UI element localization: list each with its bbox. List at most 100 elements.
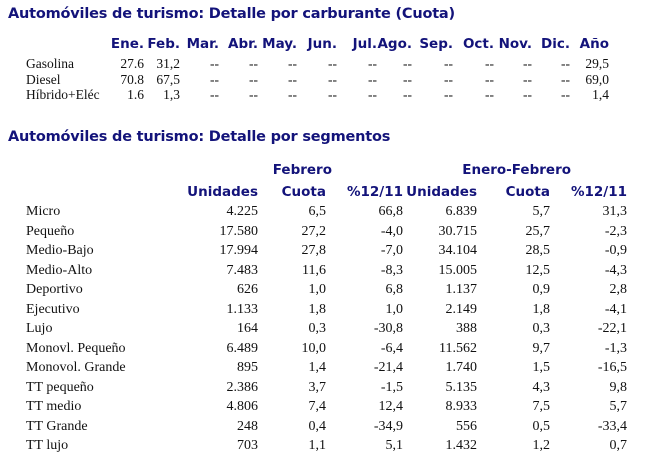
table-cell: 27,8 (301, 243, 327, 258)
table-cell: -0,9 (604, 243, 627, 258)
group-header-enero-febrero: Enero-Febrero (462, 162, 571, 178)
table-cell: 1,0 (385, 301, 404, 317)
table-cell: 9,7 (532, 340, 551, 356)
table-cell: 0,9 (532, 282, 551, 297)
table-cell: -- (485, 87, 494, 102)
table-cell: -- (485, 56, 494, 71)
table-cell: -- (523, 87, 532, 102)
table-cell: 6.839 (445, 204, 478, 219)
table-cell: 1,4 (592, 87, 609, 102)
table-cell: 1,8 (308, 301, 327, 317)
column-header-ano: Año (579, 36, 609, 52)
column-header-oct: Oct. (462, 36, 494, 52)
row-label: Gasolina (26, 56, 74, 71)
column-header-acum-unidades: Unidades (406, 184, 477, 200)
table-cell: 0,3 (308, 321, 327, 336)
segment-row-label: Micro (26, 204, 61, 219)
segment-row-label: Medio-Alto (26, 262, 93, 278)
table-cell: -- (403, 87, 412, 102)
table-cell: -- (444, 87, 453, 102)
table-cell: 27,2 (301, 223, 327, 239)
table-cell: 9,8 (609, 379, 628, 395)
column-header-acum-var: %12/11 (570, 184, 627, 200)
table-cell: 29,5 (585, 56, 609, 71)
table-cell: 4.225 (226, 204, 259, 219)
table-cell: -- (523, 71, 532, 87)
table-cell: 5,1 (385, 438, 404, 453)
table-cell: 2,8 (609, 282, 628, 297)
column-header-ago: Ago. (377, 36, 412, 52)
table-cell: -- (328, 87, 337, 102)
table-cell: 30.715 (438, 223, 478, 239)
column-header-feb-unidades: Unidades (187, 184, 258, 200)
table-cell: -- (523, 56, 532, 71)
table-cell: 28,5 (525, 243, 551, 258)
table-cell: 7,4 (308, 399, 327, 414)
table-cell: 1,4 (308, 360, 327, 375)
column-header-jun: Jun. (307, 36, 337, 52)
table-cell: -4,1 (604, 301, 627, 317)
column-header-dic: Dic. (541, 36, 570, 52)
table-cell: 66,8 (378, 204, 404, 219)
table-cell: -- (210, 56, 219, 71)
table-cell: 5,7 (609, 399, 628, 414)
table-cell: -- (249, 87, 258, 102)
table-cell: -1,3 (604, 340, 627, 356)
table-cell: -- (444, 71, 453, 87)
table-cell: -- (561, 87, 570, 102)
table-cell: -- (368, 56, 377, 71)
row-label: Diesel (26, 71, 61, 87)
table-cell: 7,5 (532, 399, 551, 414)
table-cell: 1,2 (532, 438, 551, 453)
table-cell: -- (368, 87, 377, 102)
group-header-febrero: Febrero (272, 162, 332, 178)
table-cell: -- (403, 56, 412, 71)
table-cell: 31,2 (156, 56, 180, 71)
table-cell: 703 (237, 438, 258, 453)
table-cell: 31,3 (602, 204, 628, 219)
table-cell: -7,0 (380, 243, 403, 258)
segment-row-label: TT Grande (26, 418, 88, 434)
table-cell: 1.432 (445, 438, 478, 453)
column-header-may: May. (262, 36, 297, 52)
table-cell: 11,6 (302, 262, 326, 278)
table-cell: -- (328, 56, 337, 71)
table-cell: 4.806 (226, 399, 259, 414)
table-cell: 12,5 (525, 262, 551, 278)
column-header-sep: Sep. (419, 36, 453, 52)
table-cell: 1.6 (127, 87, 144, 102)
table-cell: -- (288, 56, 297, 71)
table-cell: -- (485, 71, 494, 87)
table-cell: 2.386 (226, 379, 259, 395)
column-header-acum-cuota: Cuota (505, 184, 550, 200)
table-cell: -16,5 (597, 360, 627, 375)
table-cell: 6.489 (226, 340, 259, 356)
table-cell: 5.135 (445, 379, 478, 395)
segment-row-label: Pequeño (26, 223, 75, 239)
table-cell: -6,4 (380, 340, 403, 356)
table-cell: 556 (456, 418, 477, 434)
segment-row-label: Medio-Bajo (26, 243, 94, 258)
table-cell: 0,3 (532, 321, 551, 336)
table-cell: 1,3 (163, 87, 180, 102)
table-cell: 626 (237, 282, 258, 297)
table-cell: -- (288, 87, 297, 102)
table-cell: -- (328, 71, 337, 87)
table-cell: 34.104 (438, 243, 478, 258)
table-cell: 0,4 (308, 418, 327, 434)
table-cell: -30,8 (373, 321, 403, 336)
table-cell: 1.740 (445, 360, 478, 375)
table-cell: 895 (237, 360, 258, 375)
table-cell: 69,0 (585, 71, 609, 87)
segment-row-label: TT pequeño (26, 379, 94, 395)
table-cell: -2,3 (604, 223, 627, 239)
column-header-feb-var: %12/11 (346, 184, 403, 200)
segment-row-label: Lujo (26, 321, 53, 336)
table-cell: 6,5 (308, 204, 327, 219)
table-cell: 1,0 (308, 282, 327, 297)
table-cell: -- (288, 71, 297, 87)
table-cell: 6,8 (385, 282, 404, 297)
table-cell: 25,7 (525, 223, 551, 239)
fuel-table-title: Automóviles de turismo: Detalle por carb… (8, 6, 455, 22)
table-cell: -4,3 (604, 262, 627, 278)
